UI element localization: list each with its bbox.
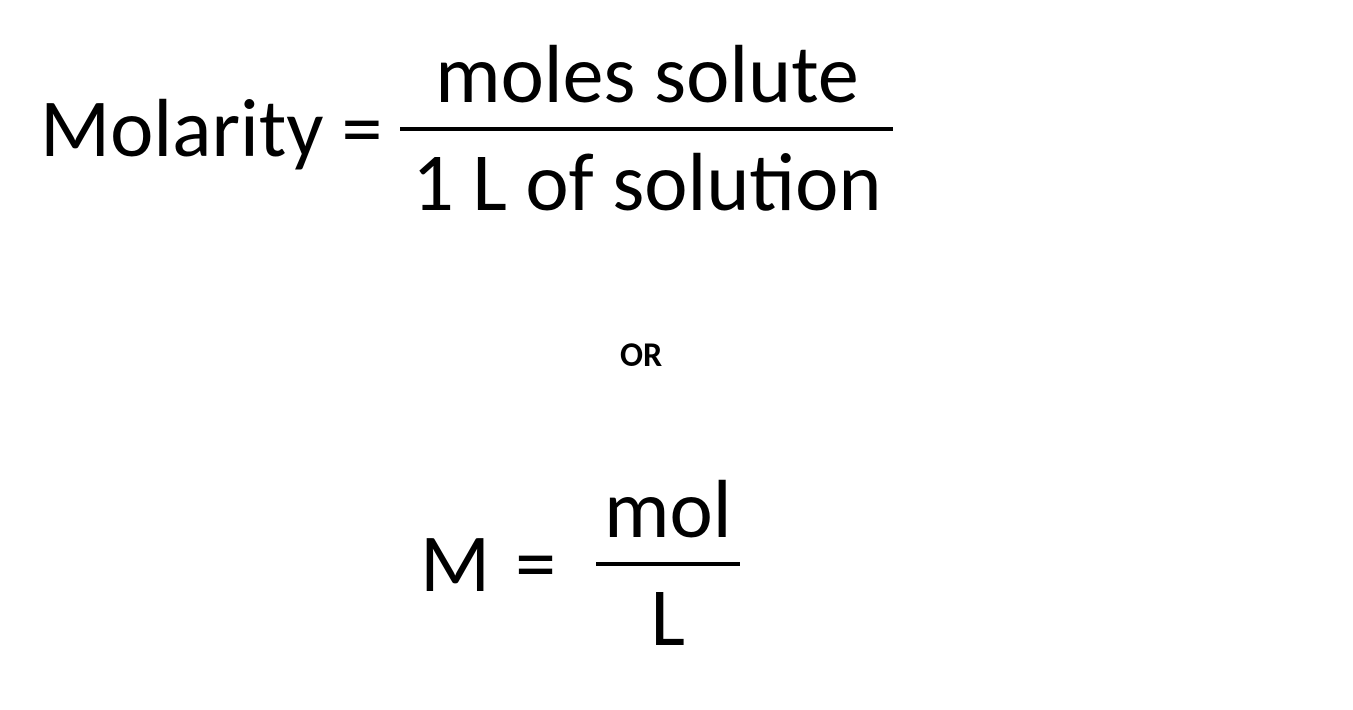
formula1-denominator: 1 L of solution (400, 133, 893, 233)
formula1-equals: = (341, 79, 382, 179)
formula-molarity-abbreviated: M = mol L (420, 460, 740, 668)
formula2-denominator: L (643, 568, 693, 668)
formula2-fraction-bar (596, 562, 740, 566)
formula-molarity-full: Molarity = moles solute 1 L of solution (40, 25, 893, 233)
formula2-equals: = (515, 514, 556, 614)
formula2-numerator: mol (596, 460, 740, 560)
formula1-fraction-bar (400, 127, 893, 131)
separator-or: OR (620, 335, 662, 376)
formula2-lhs: M (420, 514, 490, 614)
formula1-lhs: Molarity (40, 79, 323, 179)
formula1-fraction: moles solute 1 L of solution (400, 25, 893, 233)
formula2-fraction: mol L (596, 460, 740, 668)
formula1-numerator: moles solute (423, 25, 871, 125)
